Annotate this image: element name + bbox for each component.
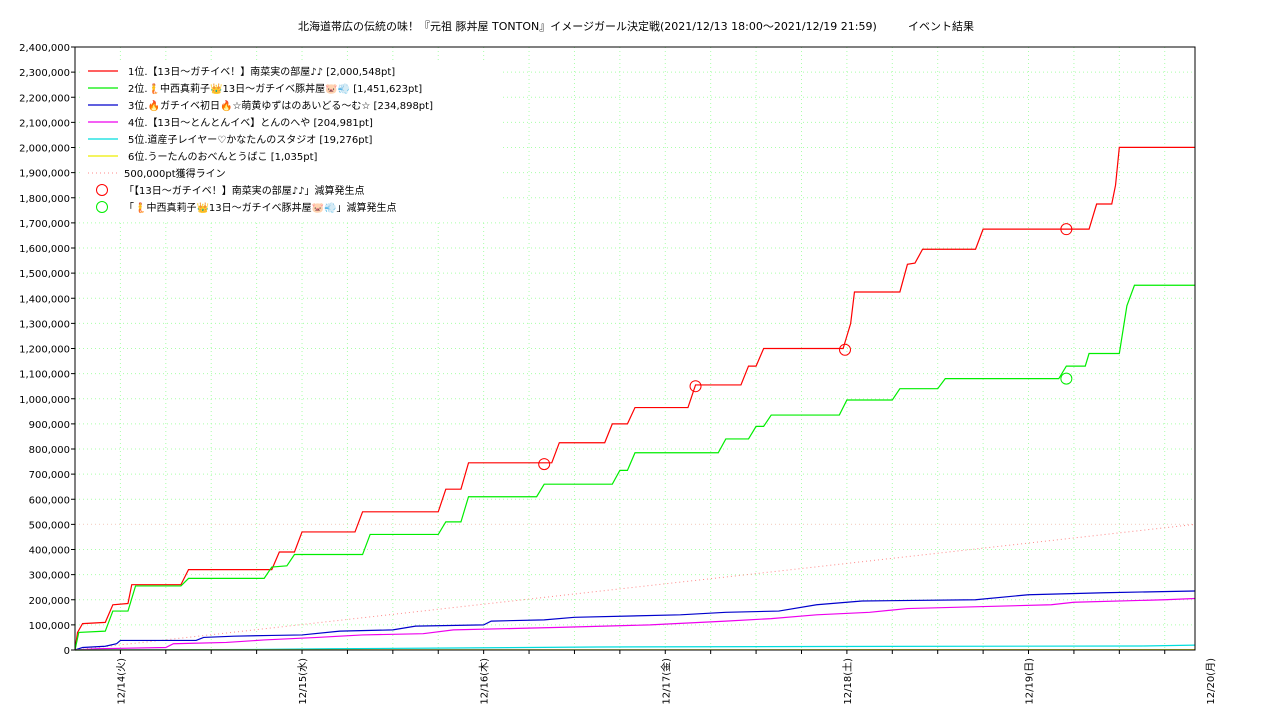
y-tick-label: 1,100,000 — [19, 370, 70, 381]
marker-layer — [538, 223, 1073, 471]
x-tick-label: 12/14(火) — [115, 658, 127, 705]
x-tick-label: 12/16(木) — [479, 658, 491, 705]
y-tick-label: 1,700,000 — [19, 219, 70, 230]
legend-label-reference: 500,000pt獲得ライン — [124, 167, 226, 180]
legend-label-3: 3位.🔥ガチイベ初日🔥☆萌黄ゆずはのあいどる～む☆ [234,898pt] — [128, 99, 433, 112]
y-tick-label: 1,500,000 — [19, 269, 70, 280]
x-tick-label: 12/17(金) — [659, 658, 672, 705]
x-tick-label: 12/19(日) — [1025, 658, 1036, 705]
legend-label-6: 6位.うーたんのおべんとうばこ [1,035pt] — [128, 150, 318, 163]
y-tick-label: 1,400,000 — [19, 294, 70, 305]
legend-label-2: 2位.🧜中西真莉子👑13日～ガチイベ豚丼屋🐷💨 [1,451,623pt] — [128, 82, 422, 95]
y-tick-label: 900,000 — [29, 420, 70, 431]
series-line-3 — [74, 590, 1196, 651]
deduction-marker-1 — [839, 343, 851, 356]
legend-marker-label-1: 「【13日～ガチイベ！】南菜実の部屋♪♪」減算発生点 — [124, 184, 365, 197]
reference-line-layer — [74, 523, 1196, 651]
legend-label-1: 1位.【13日～ガチイベ！】南菜実の部屋♪♪ [2,000,548pt] — [128, 65, 395, 78]
legend: 1位.【13日～ガチイベ！】南菜実の部屋♪♪ [2,000,548pt] 2位.🧜… — [82, 60, 502, 220]
series-line-1 — [74, 146, 1195, 651]
chart-subtitle: イベント結果 — [908, 19, 974, 33]
x-tick-label: 12/20(月) — [1205, 658, 1217, 705]
y-tick-label: 600,000 — [29, 495, 70, 506]
y-tick-label: 200,000 — [29, 596, 70, 607]
deduction-marker-1 — [689, 380, 702, 393]
x-tick-label: 12/15(水) — [297, 658, 309, 705]
x-tick-label: 12/18(土) — [841, 658, 854, 705]
legend-marker-2 — [96, 201, 108, 213]
y-tick-label: 100,000 — [29, 621, 70, 632]
y-tick-label: 1,000,000 — [19, 395, 70, 406]
y-tick-label: 700,000 — [29, 470, 70, 481]
series-line-2 — [74, 284, 1195, 651]
y-tick-label: 800,000 — [29, 445, 70, 456]
y-tick-label: 2,000,000 — [19, 144, 70, 155]
legend-marker-label-2: 「🧜中西真莉子👑13日～ガチイベ豚丼屋🐷💨」減算発生点 — [124, 201, 397, 214]
y-tick-label: 1,200,000 — [19, 345, 70, 356]
axis-layer: 0 100,000 200,000 300,000 400,000 500,000 600,… — [19, 43, 1217, 705]
y-tick-label: 1,900,000 — [19, 169, 70, 180]
y-tick-label: 1,300,000 — [19, 319, 70, 330]
deduction-marker-1 — [538, 458, 551, 471]
y-tick-label: 2,400,000 — [19, 43, 70, 54]
y-tick-label: 1,600,000 — [19, 244, 70, 255]
y-tick-label: 2,200,000 — [19, 93, 70, 104]
y-tick-label: 500,000 — [29, 520, 70, 531]
y-tick-label: 1,800,000 — [19, 194, 70, 205]
legend-label-4: 4位.【13日～とんとんイベ】とんのへや [204,981pt] — [128, 116, 373, 129]
y-tick-label: 0 — [64, 646, 70, 657]
y-tick-label: 2,100,000 — [19, 118, 70, 129]
legend-box — [82, 60, 502, 220]
y-tick-label: 300,000 — [29, 571, 70, 582]
legend-marker-1 — [96, 184, 108, 196]
deduction-marker-1 — [1060, 223, 1073, 236]
chart-title: 北海道帯広の伝統の味！『元祖 豚丼屋 TONTON』イメージガール決定戦(202… — [298, 19, 877, 33]
reference-line — [74, 523, 1196, 651]
deduction-marker-2 — [1060, 372, 1073, 385]
y-tick-label: 400,000 — [29, 546, 70, 557]
series-line-4 — [74, 597, 1196, 651]
legend-label-5: 5位.道産子レイヤー♡かなたんのスタジオ [19,276pt] — [128, 133, 373, 146]
y-tick-label: 2,300,000 — [19, 68, 70, 79]
